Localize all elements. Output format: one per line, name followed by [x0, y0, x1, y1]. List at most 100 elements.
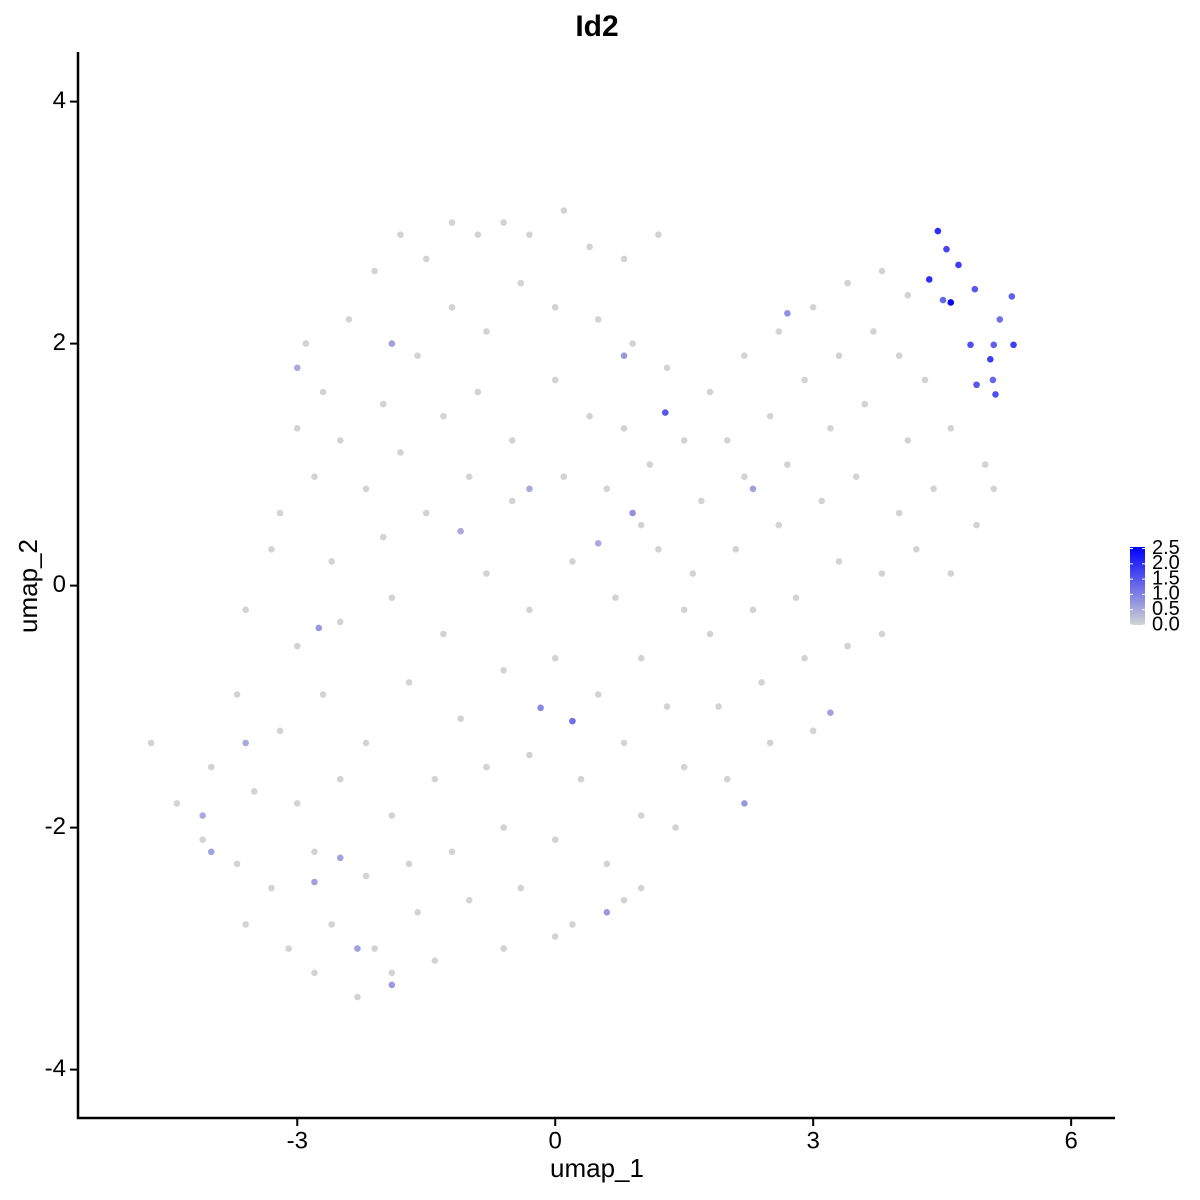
point	[689, 570, 697, 577]
point	[500, 667, 507, 674]
point	[448, 304, 456, 311]
point	[526, 485, 533, 493]
point	[526, 606, 533, 614]
colorbar-tick-label: 2.0	[1152, 552, 1180, 574]
point	[934, 227, 942, 235]
point	[996, 316, 1004, 323]
point	[233, 691, 241, 698]
point	[388, 340, 396, 347]
point	[311, 848, 318, 856]
point	[537, 704, 544, 712]
point	[992, 391, 999, 398]
point	[809, 304, 817, 311]
point	[784, 310, 791, 317]
point	[852, 473, 860, 481]
point	[655, 231, 662, 239]
point	[921, 376, 929, 384]
point	[293, 364, 301, 372]
point	[680, 437, 688, 444]
point	[483, 763, 490, 771]
point	[457, 527, 464, 535]
point	[637, 521, 645, 529]
point	[947, 425, 955, 432]
point	[925, 276, 933, 283]
point	[603, 909, 611, 916]
point	[199, 812, 206, 819]
point	[1008, 293, 1016, 300]
point	[293, 800, 301, 807]
point	[646, 461, 654, 468]
point	[620, 255, 628, 263]
point	[939, 296, 947, 304]
point	[967, 341, 974, 349]
point	[250, 788, 258, 795]
point	[878, 630, 886, 638]
point	[311, 473, 318, 481]
point	[943, 245, 950, 253]
point	[594, 691, 602, 698]
point	[603, 860, 611, 868]
point	[835, 558, 843, 565]
point	[775, 521, 783, 529]
point	[414, 352, 421, 360]
point	[405, 860, 413, 868]
x-axis-label: umap_1	[550, 1153, 644, 1183]
y-axis-label: umap_2	[13, 539, 43, 633]
point	[500, 824, 507, 831]
point	[354, 993, 361, 1001]
point	[1010, 341, 1017, 349]
point	[637, 812, 645, 819]
point	[147, 739, 155, 747]
point	[672, 824, 679, 831]
point	[741, 800, 748, 807]
point	[526, 231, 533, 239]
point	[827, 425, 834, 432]
point	[801, 654, 808, 662]
point	[758, 679, 765, 686]
point	[207, 763, 215, 771]
point	[319, 388, 327, 396]
point	[586, 412, 593, 420]
point	[612, 594, 619, 602]
point	[870, 328, 877, 335]
point	[594, 316, 602, 323]
point	[311, 969, 318, 977]
point	[328, 558, 335, 565]
point	[354, 945, 361, 952]
point	[741, 473, 748, 481]
point	[293, 642, 301, 650]
point	[508, 437, 516, 444]
point	[637, 654, 645, 662]
point	[336, 437, 344, 444]
point	[973, 381, 980, 389]
point	[388, 594, 396, 602]
point	[715, 703, 722, 710]
point	[766, 739, 774, 747]
point	[749, 606, 757, 614]
point	[620, 425, 628, 432]
x-tick-label: 6	[1064, 1127, 1077, 1154]
point	[680, 606, 688, 614]
point	[569, 921, 576, 928]
point	[302, 340, 310, 347]
point	[844, 279, 851, 287]
point	[422, 509, 430, 517]
point	[328, 921, 335, 928]
x-tick-label: -3	[287, 1127, 308, 1154]
point	[895, 352, 903, 360]
point	[336, 775, 344, 783]
point	[930, 485, 937, 493]
point	[723, 775, 731, 783]
point	[336, 854, 344, 862]
point	[388, 812, 396, 819]
point	[414, 909, 421, 916]
point	[637, 884, 645, 892]
point	[586, 243, 593, 251]
point	[680, 763, 688, 771]
colorbar-tick-label: 1.0	[1152, 583, 1180, 605]
point	[560, 473, 568, 481]
point	[233, 860, 241, 868]
point	[483, 328, 490, 335]
